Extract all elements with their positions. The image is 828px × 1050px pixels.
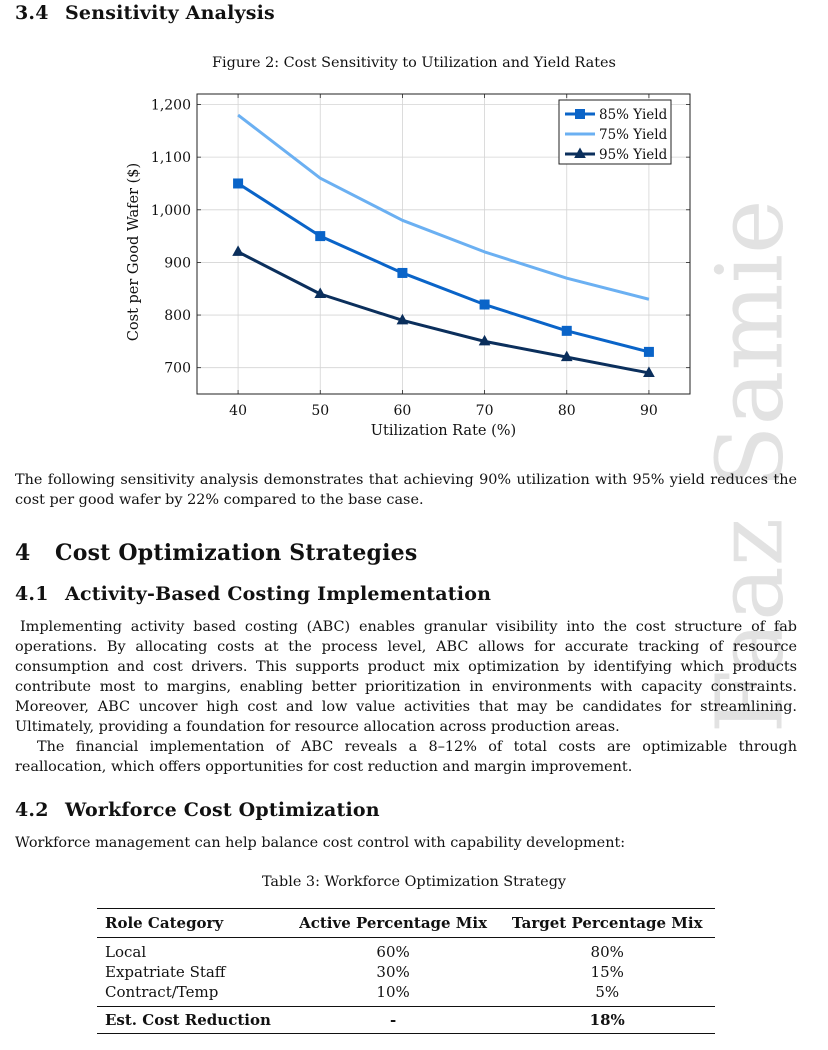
section-3-4-heading: 3.4 Sensitivity Analysis <box>15 2 275 24</box>
table-header-row: Role Category Active Percentage Mix Targ… <box>97 908 715 938</box>
section-title: Workforce Cost Optimization <box>65 799 380 821</box>
table-cell: 10% <box>376 983 410 1001</box>
y-tick-label: 1,000 <box>151 203 191 219</box>
legend-label: 95% Yield <box>599 147 668 163</box>
workforce-paragraph: Workforce management can help balance co… <box>15 835 626 851</box>
data-point <box>643 366 655 377</box>
x-tick-label: 70 <box>476 403 494 419</box>
column-header: Active Percentage Mix <box>299 914 488 932</box>
y-axis-label: Cost per Good Wafer ($) <box>126 163 142 341</box>
series-line <box>237 113 650 301</box>
table-cell: 15% <box>590 963 624 981</box>
section-title: Cost Optimization Strategies <box>55 540 418 566</box>
x-tick-label: 90 <box>640 403 658 419</box>
data-point <box>397 267 408 278</box>
abc-paragraph-2: The financial implementation of ABC reve… <box>15 739 797 775</box>
section-number: 3.4 <box>15 2 49 24</box>
section-number: 4.1 <box>15 583 49 605</box>
legend-label: 75% Yield <box>599 127 668 143</box>
section-number: 4.2 <box>15 799 49 821</box>
table-cell: Local <box>105 943 147 961</box>
data-point <box>233 178 244 189</box>
column-header: Target Percentage Mix <box>511 914 703 932</box>
table-row: Expatriate Staff 30% 15% <box>97 962 715 982</box>
section-title: Activity-Based Costing Implementation <box>65 583 492 605</box>
y-tick-label: 700 <box>164 361 191 377</box>
series-line <box>237 250 650 375</box>
data-point <box>314 287 327 298</box>
abc-paragraph-1: Implementing activity based costing (ABC… <box>15 619 797 735</box>
section-title: Sensitivity Analysis <box>65 2 275 24</box>
x-tick-label: 40 <box>229 403 247 419</box>
table-footer-row: Est. Cost Reduction - 18% <box>97 1006 715 1034</box>
table-cell: 80% <box>590 943 624 961</box>
sensitivity-line-chart: 40 50 60 70 80 90 700 800 900 1,000 1,100 1,200 Util… <box>126 93 691 439</box>
x-axis-label: Utilization Rate (%) <box>371 423 516 439</box>
section-number: 4 <box>15 540 31 566</box>
workforce-table: Role Category Active Percentage Mix Targ… <box>97 908 715 1034</box>
table-cell: 60% <box>376 943 410 961</box>
x-tick-label: 60 <box>394 403 412 419</box>
table-cell: Est. Cost Reduction <box>105 1011 271 1029</box>
legend-marker <box>574 147 586 158</box>
series-line <box>237 182 650 354</box>
table-cell: - <box>389 1011 397 1029</box>
section-4-heading: 4 Cost Optimization Strategies <box>15 540 417 566</box>
data-point <box>561 325 572 336</box>
table-caption: Table 3: Workforce Optimization Strategy <box>261 874 567 890</box>
table-cell: Contract/Temp <box>105 983 219 1001</box>
table-cell: 5% <box>595 983 620 1001</box>
x-tick-label: 50 <box>311 403 329 419</box>
plot-frame <box>196 93 691 395</box>
data-point <box>560 350 573 362</box>
legend-marker <box>575 109 585 119</box>
data-point <box>232 245 244 256</box>
table-cell: Expatriate Staff <box>105 963 226 981</box>
table-cell: 18% <box>589 1011 625 1029</box>
y-tick-label: 1,200 <box>151 98 191 114</box>
figure-caption: Figure 2: Cost Sensitivity to Utilizatio… <box>212 55 616 71</box>
data-point <box>643 346 654 357</box>
section-4-2-heading: 4.2 Workforce Cost Optimization <box>15 799 380 821</box>
column-header: Role Category <box>105 914 224 932</box>
data-point <box>396 313 409 325</box>
y-tick-label: 900 <box>164 255 191 271</box>
section-4-1-heading: 4.1 Activity-Based Costing Implementation <box>15 583 491 605</box>
data-point <box>315 231 326 242</box>
table-row: Contract/Temp 10% 5% <box>97 982 715 1007</box>
y-tick-label: 1,100 <box>151 150 191 166</box>
data-point <box>478 334 491 346</box>
y-tick-label: 800 <box>164 308 191 324</box>
data-point <box>479 299 490 310</box>
x-tick-label: 80 <box>558 403 576 419</box>
sensitivity-paragraph: The following sensitivity analysis demon… <box>15 472 797 508</box>
table-cell: 30% <box>376 963 410 981</box>
legend-label: 85% Yield <box>599 107 668 123</box>
table-row: Local 60% 80% <box>97 938 715 963</box>
